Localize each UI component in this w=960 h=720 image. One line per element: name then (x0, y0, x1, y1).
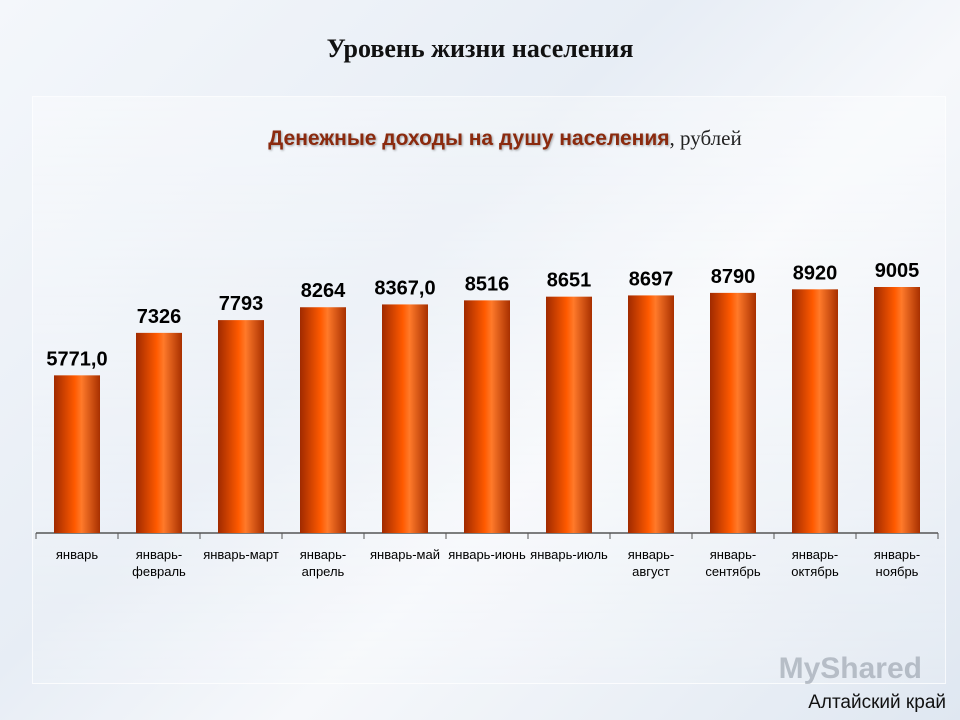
data-label: 8697 (629, 268, 674, 290)
x-tick-label: январь-февраль (132, 547, 186, 579)
bar (136, 332, 182, 533)
x-tick-label: январь-июль (530, 547, 608, 562)
bar (874, 287, 920, 533)
data-label: 8367,0 (374, 277, 435, 299)
region-label: Алтайский край (808, 692, 946, 713)
x-tick-label: январь-май (370, 547, 440, 562)
bar (710, 292, 756, 533)
bar (628, 295, 674, 533)
bar (54, 375, 100, 533)
x-tick-label: январь-ноябрь (874, 547, 921, 579)
bar (792, 289, 838, 533)
data-label: 8264 (301, 280, 346, 302)
data-label: 8920 (793, 262, 838, 284)
chart-title-text: Денежные доходы на душу населения (268, 127, 670, 150)
data-label: 7326 (137, 306, 182, 328)
x-tick-label: январь (56, 547, 98, 562)
x-tick-label: январь-июнь (448, 547, 526, 562)
bar (464, 300, 510, 533)
chart-title: Денежные доходы на душу населения, рубле… (0, 126, 960, 151)
data-label: 8516 (465, 273, 510, 295)
watermark-logo: MyShared (778, 652, 922, 685)
data-label: 8790 (711, 266, 756, 288)
page-title: Уровень жизни населения (326, 34, 634, 63)
data-label: 8651 (547, 270, 592, 292)
bar (218, 320, 264, 533)
x-tick-label: январь-сентябрь (705, 547, 761, 579)
x-tick-label: январь-март (203, 547, 279, 562)
bar (546, 296, 592, 533)
chart-unit: , рублей (669, 126, 742, 150)
bar (300, 307, 346, 533)
x-tick-label: январь-октябрь (791, 547, 839, 579)
data-label: 9005 (875, 260, 920, 282)
bar (382, 304, 428, 533)
data-label: 5771,0 (46, 348, 107, 370)
x-tick-label: январь-август (628, 547, 675, 579)
x-tick-label: январь-апрель (300, 547, 347, 579)
data-label: 7793 (219, 293, 264, 315)
